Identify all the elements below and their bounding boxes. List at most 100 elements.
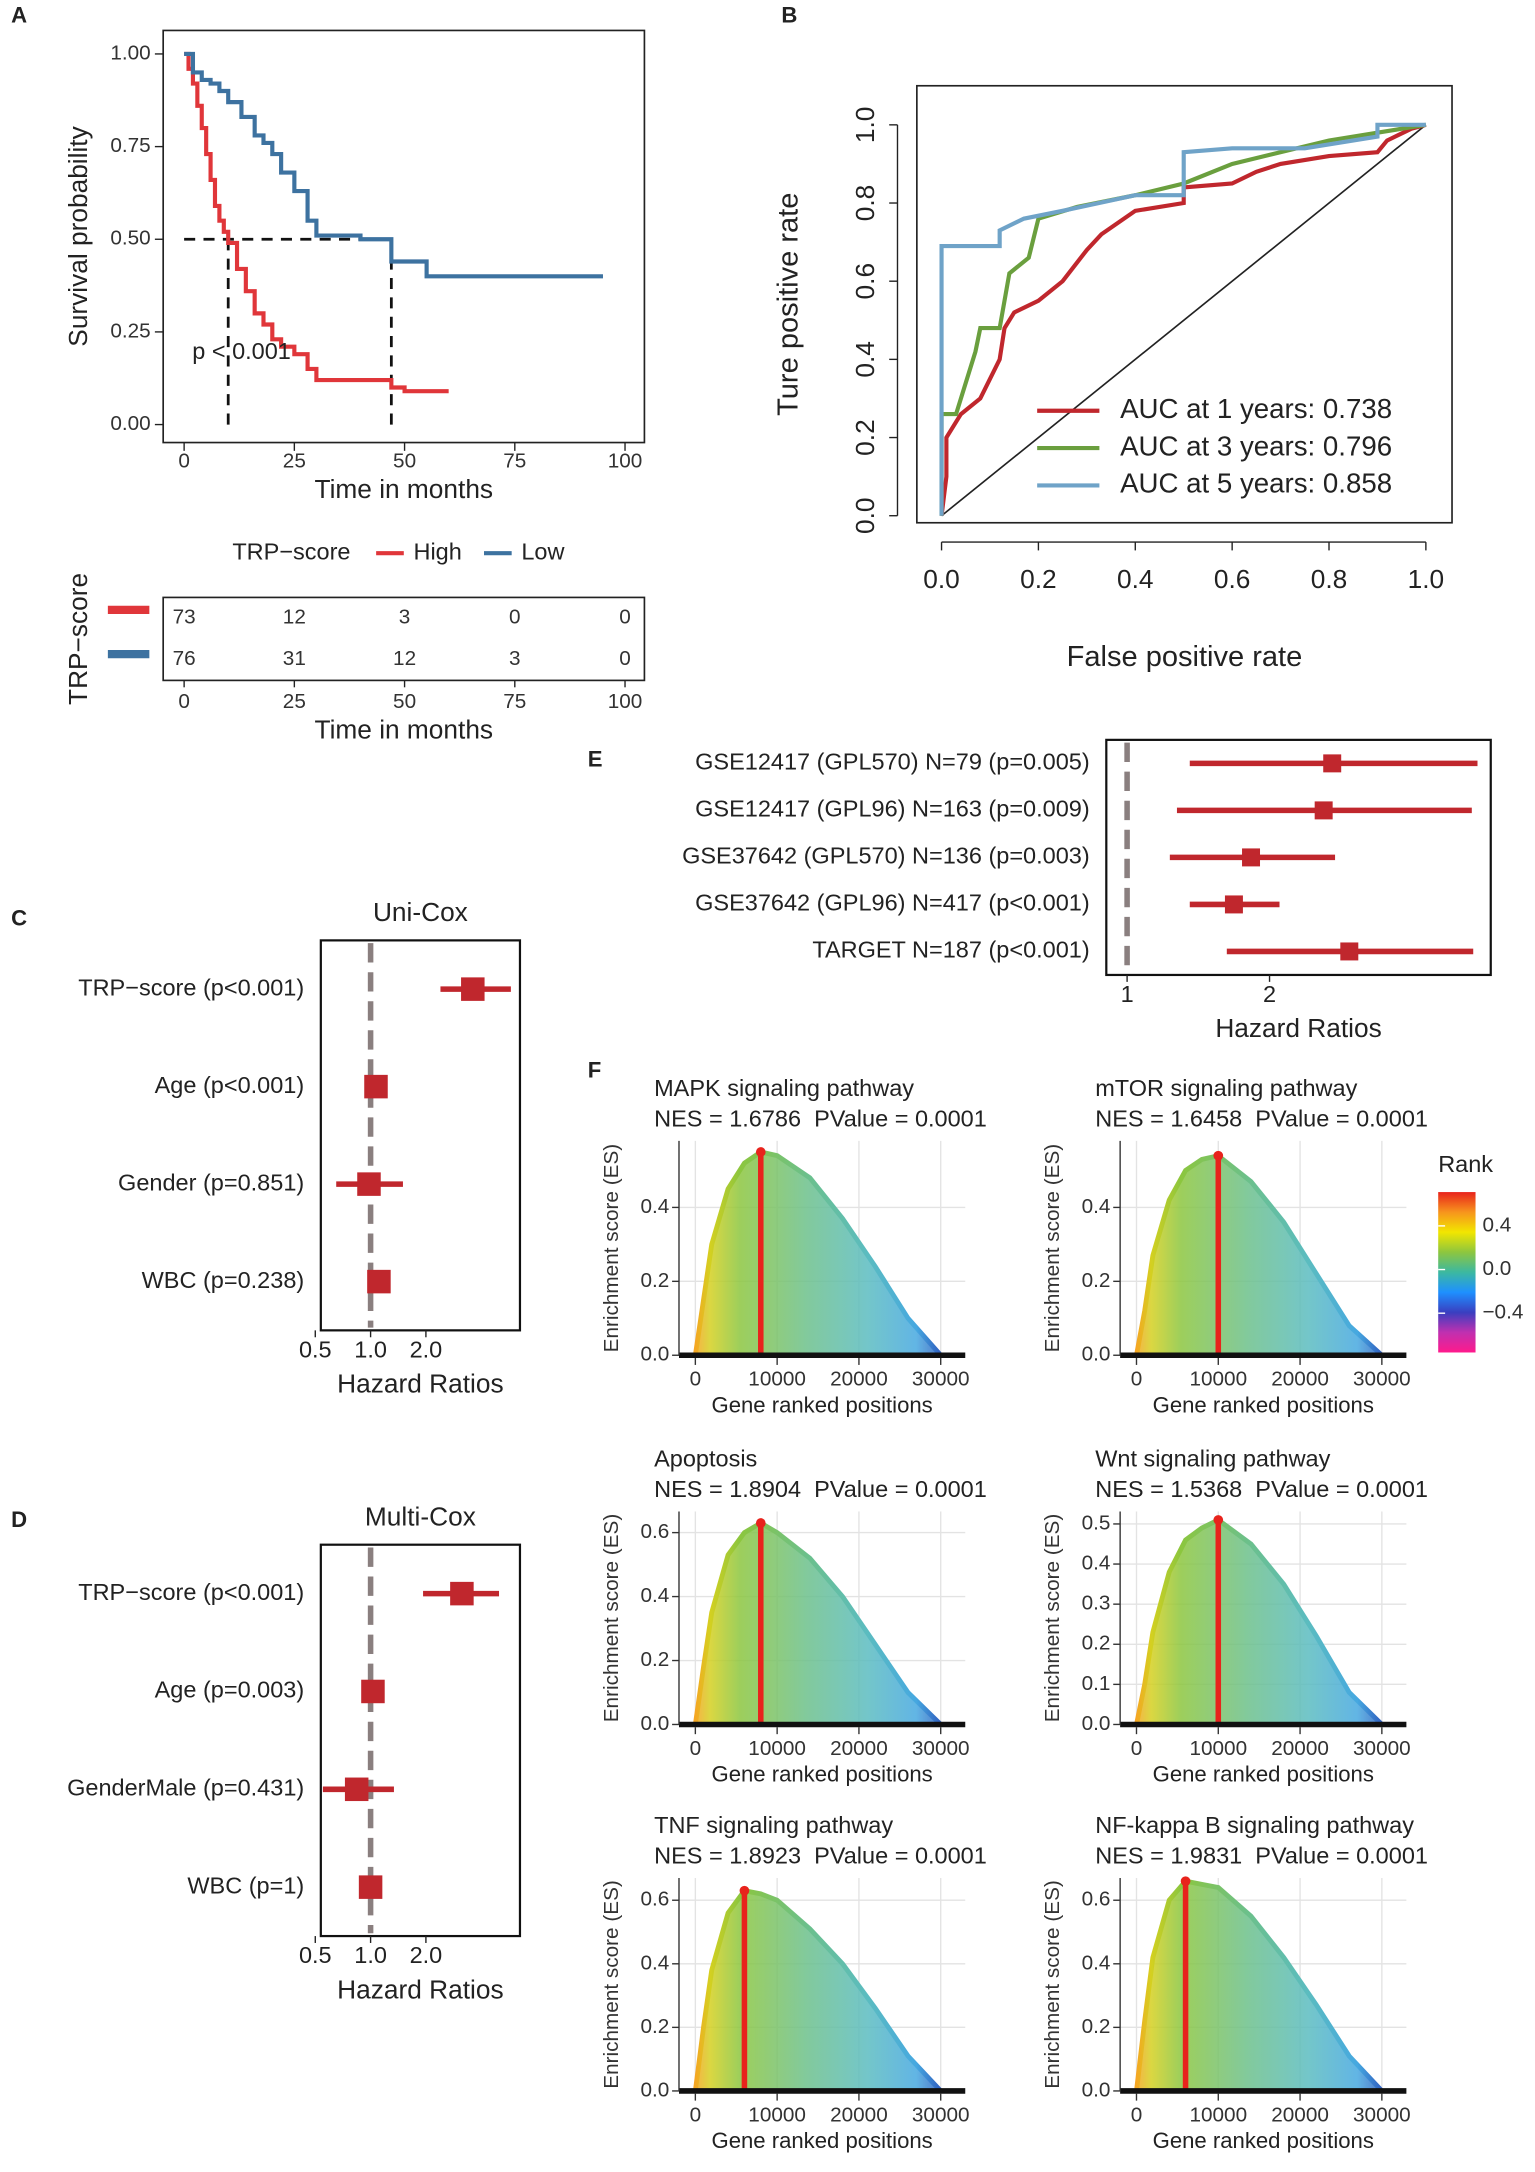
x-tick-label: 0.5 <box>299 1942 332 1968</box>
annotation: p < 0.001 <box>192 338 291 364</box>
es-curve <box>692 1520 943 1727</box>
x-tick-label: 0 <box>690 1737 702 1760</box>
table-value: 3 <box>509 647 521 670</box>
plot-frame <box>319 939 522 1332</box>
legend-label: AUC at 5 years: 0.858 <box>1120 468 1392 499</box>
es-curve <box>692 1149 943 1357</box>
x-tick-label: 20000 <box>1271 2103 1329 2126</box>
y-tick-label: 0.0 <box>1082 2078 1111 2101</box>
y-tick-label: 0.2 <box>640 1648 669 1671</box>
y-tick-label: 0.6 <box>640 1520 669 1543</box>
y-tick-label: 1.00 <box>110 41 150 64</box>
es-area <box>1136 1519 1382 1725</box>
peak-point <box>1213 1515 1224 1525</box>
legend-label: AUC at 3 years: 0.796 <box>1120 430 1392 461</box>
panel-label: D <box>11 1507 27 1532</box>
series-line <box>184 51 449 394</box>
hr-point <box>357 1172 381 1196</box>
x-tick-label: 1.0 <box>1408 564 1445 594</box>
y-tick-label: 0.50 <box>110 227 150 250</box>
x-tick-label: 30000 <box>912 2103 970 2126</box>
y-axis-label: Enrichment score (ES) <box>1041 1514 1064 1723</box>
x-tick-label: 30000 <box>912 1737 970 1760</box>
x-tick-label: 10000 <box>748 1737 806 1760</box>
series-line <box>939 122 1427 516</box>
panel-label: B <box>781 2 797 27</box>
y-tick-label: 0.4 <box>640 1951 669 1974</box>
plot-frame <box>319 1543 522 1938</box>
y-tick-label: 0.0 <box>1082 1343 1111 1366</box>
y-axis-label: Enrichment score (ES) <box>1041 1144 1064 1353</box>
chart-title: MAPK signaling pathway <box>654 1075 914 1101</box>
table-value: 31 <box>283 647 306 670</box>
y-tick-label: 0.6 <box>850 263 880 300</box>
category-label: TRP−score (p<0.001) <box>78 974 304 1000</box>
y-tick-label: 0.2 <box>850 419 880 456</box>
y-tick-label: 0.6 <box>1082 1888 1111 1911</box>
hr-point <box>1224 895 1243 914</box>
chart-title: NF-kappa B signaling pathway <box>1095 1812 1414 1838</box>
x-tick-label: 75 <box>503 690 526 713</box>
x-axis-label: Gene ranked positions <box>712 1392 933 1417</box>
hr-point <box>344 1777 369 1802</box>
table-value: 0 <box>619 647 631 670</box>
x-tick-label: 0 <box>690 2103 702 2126</box>
category-label: TARGET N=187 (p<0.001) <box>812 937 1089 963</box>
es-curve <box>1134 1517 1384 1727</box>
y-tick-label: 0.75 <box>110 134 150 157</box>
category-label: Age (p<0.001) <box>155 1072 305 1098</box>
y-tick-label: 0.4 <box>1082 1951 1111 1974</box>
diagonal <box>941 124 1427 517</box>
chart-subtitle: NES = 1.6786 PValue = 0.0001 <box>654 1105 987 1131</box>
y-tick-label: 0.2 <box>1082 1269 1111 1292</box>
x-tick-label: 2.0 <box>410 1942 443 1968</box>
x-tick-label: 10000 <box>1189 1368 1247 1391</box>
chart-subtitle: NES = 1.9831 PValue = 0.0001 <box>1095 1842 1428 1868</box>
y-tick-label: 0.4 <box>640 1584 669 1607</box>
category-label: GSE12417 (GPL570) N=79 (p=0.005) <box>695 749 1090 775</box>
x-tick-label: 2 <box>1263 981 1276 1007</box>
x-axis-label: Hazard Ratios <box>1215 1013 1381 1043</box>
table-value: 76 <box>173 647 196 670</box>
y-tick-label: 0.25 <box>110 319 150 342</box>
table-value: 73 <box>173 606 196 629</box>
x-axis-label: Time in months <box>315 474 494 504</box>
y-axis-label: Survival probability <box>63 125 93 346</box>
x-axis-label: Time in months <box>315 715 494 745</box>
x-tick-label: 10000 <box>1189 2103 1247 2126</box>
y-axis-label: Enrichment score (ES) <box>1041 1880 1064 2089</box>
x-axis-label: Gene ranked positions <box>1153 1761 1374 1786</box>
chart-title: Multi-Cox <box>365 1501 476 1531</box>
x-tick-label: 20000 <box>830 1737 888 1760</box>
x-tick-label: 30000 <box>1353 1737 1411 1760</box>
y-tick-label: 0.6 <box>640 1888 669 1911</box>
hr-point <box>358 1875 383 1899</box>
y-tick-label: 0.0 <box>640 2078 669 2101</box>
chart-title: TNF signaling pathway <box>654 1812 893 1838</box>
x-tick-label: 20000 <box>1271 1737 1329 1760</box>
legend-title: TRP−score <box>232 538 350 564</box>
legend-label: Low <box>521 538 565 564</box>
y-axis-label: Enrichment score (ES) <box>600 1514 623 1723</box>
y-tick-label: 0.8 <box>850 185 880 222</box>
hr-point <box>367 1269 391 1294</box>
panel-label: E <box>588 746 603 771</box>
table-value: 12 <box>283 606 306 629</box>
peak-point <box>755 1518 766 1528</box>
x-tick-label: 2.0 <box>410 1336 443 1362</box>
x-tick-label: 100 <box>608 690 643 713</box>
x-tick-label: 0 <box>178 449 190 472</box>
x-tick-label: 30000 <box>912 1368 970 1391</box>
y-tick-label: 0.5 <box>1082 1511 1111 1534</box>
x-tick-label: 0 <box>1131 1368 1143 1391</box>
hr-point <box>361 1679 385 1704</box>
es-curve <box>692 1888 943 2093</box>
es-area <box>695 1151 941 1356</box>
hr-point <box>1314 801 1333 820</box>
x-tick-label: 20000 <box>830 2103 888 2126</box>
y-tick-label: 0.4 <box>850 341 880 378</box>
x-tick-label: 50 <box>393 449 416 472</box>
y-tick-label: 0.4 <box>1082 1552 1111 1575</box>
